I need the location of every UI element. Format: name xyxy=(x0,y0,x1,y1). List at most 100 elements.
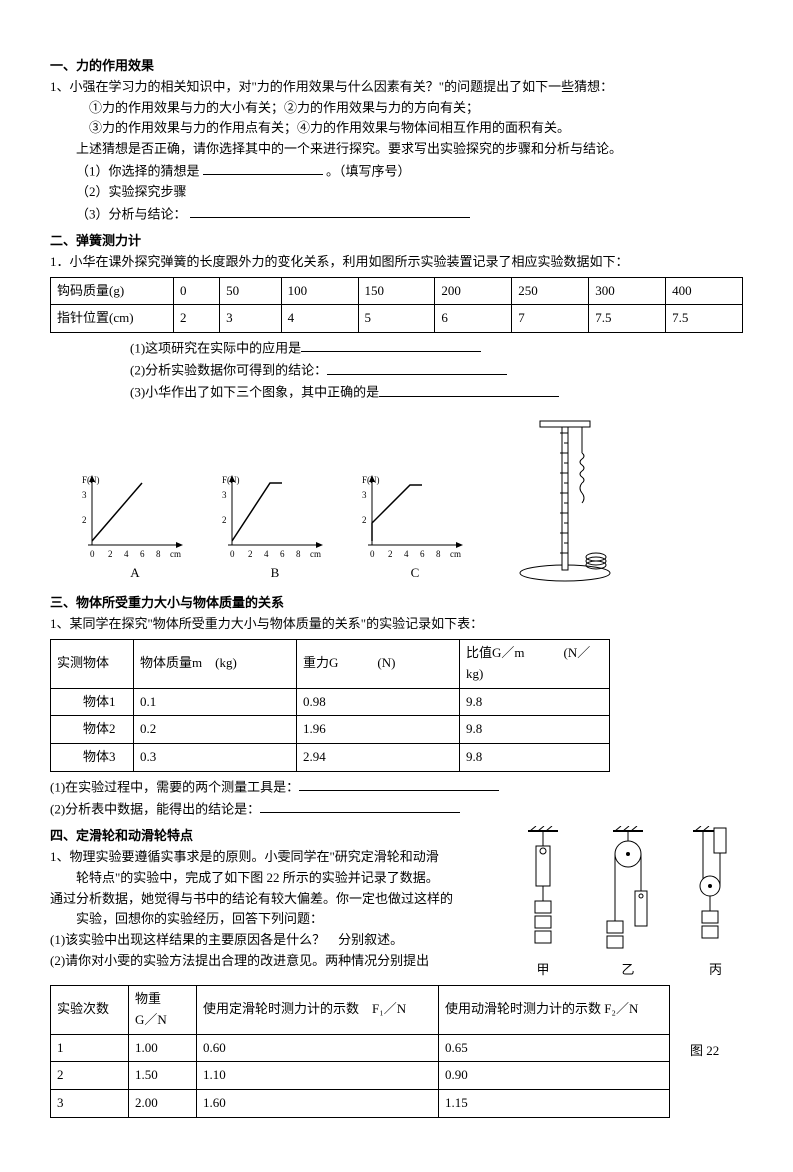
pulley-b-icon xyxy=(598,826,658,956)
table-row: 11.000.600.65 xyxy=(51,1034,670,1062)
chart-b-label: B xyxy=(220,563,330,584)
s2-p2-text: (2)分析实验数据你可得到的结论： xyxy=(130,363,327,378)
table-row: 物体20.21.969.8 xyxy=(51,716,610,744)
m-cell: 0.3 xyxy=(134,744,297,772)
pos-cell: 7 xyxy=(512,305,589,333)
s4-heading: 四、定滑轮和动滑轮特点 xyxy=(50,826,508,847)
mass-cell: 50 xyxy=(220,277,282,305)
blank-guess[interactable] xyxy=(203,160,323,175)
h2: 物体质量m (kg) xyxy=(134,640,297,689)
n-cell: 2 xyxy=(51,1062,129,1090)
pos-cell: 6 xyxy=(435,305,512,333)
table-row: 32.001.601.15 xyxy=(51,1090,670,1118)
s1-heading: 一、力的作用效果 xyxy=(50,56,743,77)
s1-p1a: （1）你选择的猜想是 xyxy=(76,163,200,178)
table-row: 指针位置(cm) 2 3 4 5 6 7 7.5 7.5 xyxy=(51,305,743,333)
pulley-c-label: 丙 xyxy=(688,960,743,981)
xtick: 4 xyxy=(404,549,409,559)
section-2: 二、弹簧测力计 1．小华在课外探究弹簧的长度跟外力的变化关系，利用如图所示实验装… xyxy=(50,231,743,583)
xtick: 6 xyxy=(280,549,285,559)
fig22-caption: 图 22 xyxy=(690,1041,719,1062)
table-row: 实测物体 物体质量m (kg) 重力G (N) 比值G／m (N／kg) xyxy=(51,640,610,689)
xtick: 2 xyxy=(248,549,253,559)
blank-correct-graph[interactable] xyxy=(379,381,559,396)
blank-conclusion[interactable] xyxy=(190,203,470,218)
charts-row: F(N) 3 2 0 2 4 6 8 cm A F(N) 3 2 xyxy=(80,413,743,583)
pos-cell: 2 xyxy=(174,305,220,333)
s4-l2: 通过分析数据，她觉得与书中的结论有较大偏差。你一定也做过这样的 xyxy=(50,889,508,910)
r-cell: 9.8 xyxy=(460,688,610,716)
ytick: 2 xyxy=(82,515,87,525)
r-cell: 9.8 xyxy=(460,716,610,744)
g-cell: 2.00 xyxy=(129,1090,197,1118)
h3: 使用定滑轮时测力计的示数 F₁／N xyxy=(197,986,439,1035)
g-cell: 1.96 xyxy=(297,716,460,744)
pos-cell: 4 xyxy=(281,305,358,333)
mass-cell: 200 xyxy=(435,277,512,305)
chart-c: F(N) 3 2 0 2 4 6 8 cm C xyxy=(360,473,470,584)
ytick: 3 xyxy=(82,490,87,500)
xtick: 6 xyxy=(140,549,145,559)
m-cell: 0.1 xyxy=(134,688,297,716)
s3-intro: 1、某同学在探究"物体所受重力大小与物体质量的关系"的实验记录如下表： xyxy=(50,614,743,635)
s2-p3-text: (3)小华作出了如下三个图象，其中正确的是 xyxy=(130,385,379,400)
s2-p2: (2)分析实验数据你可得到的结论： xyxy=(130,359,743,381)
h4: 使用动滑轮时测力计的示数 F₂／N xyxy=(438,986,669,1035)
mass-cell: 400 xyxy=(666,277,743,305)
s4-l1b: 轮特点"的实验中，完成了如下图 22 所示的实验并记录了数据。 xyxy=(76,868,508,889)
table-row: 物体10.10.989.8 xyxy=(51,688,610,716)
mass-cell: 250 xyxy=(512,277,589,305)
spring-table: 钩码质量(g) 0 50 100 150 200 250 300 400 指针位… xyxy=(50,277,743,334)
blank-conclusion3[interactable] xyxy=(260,798,460,813)
mass-cell: 100 xyxy=(281,277,358,305)
pulley-c: 丙 xyxy=(688,826,743,981)
f1-cell: 1.60 xyxy=(197,1090,439,1118)
chart-a-label: A xyxy=(80,563,190,584)
s2-p1-text: (1)这项研究在实际中的应用是 xyxy=(130,340,301,355)
f1-cell: 0.60 xyxy=(197,1034,439,1062)
xtick: 4 xyxy=(264,549,269,559)
xlab: cm xyxy=(450,549,461,559)
obj-cell: 物体1 xyxy=(51,688,134,716)
h4: 比值G／m (N／kg) xyxy=(460,640,610,689)
s4-p2: (2)请你对小雯的实验方法提出合理的改进意见。两种情况分别提出 xyxy=(50,951,508,972)
section-1: 一、力的作用效果 1、小强在学习力的相关知识中，对"力的作用效果与什么因素有关？… xyxy=(50,56,743,225)
m-cell: 0.2 xyxy=(134,716,297,744)
f2-cell: 0.90 xyxy=(438,1062,669,1090)
xtick: 8 xyxy=(156,549,161,559)
xtick: 8 xyxy=(436,549,441,559)
ytick: 3 xyxy=(222,490,227,500)
gravity-table: 实测物体 物体质量m (kg) 重力G (N) 比值G／m (N／kg) 物体1… xyxy=(50,639,610,772)
s1-p1b: 。（填写序号） xyxy=(326,163,411,178)
blank-tools[interactable] xyxy=(299,776,499,791)
xtick: 2 xyxy=(108,549,113,559)
s3-p2: (2)分析表中数据，能得出的结论是： xyxy=(50,798,743,820)
blank-application[interactable] xyxy=(301,337,481,352)
pulley-a-icon xyxy=(518,826,568,956)
s3-heading: 三、物体所受重力大小与物体质量的关系 xyxy=(50,593,743,614)
pulley-c-icon xyxy=(688,826,743,956)
xtick: 4 xyxy=(124,549,129,559)
g-cell: 2.94 xyxy=(297,744,460,772)
table-row: 物体30.32.949.8 xyxy=(51,744,610,772)
f2-cell: 0.65 xyxy=(438,1034,669,1062)
xlab: cm xyxy=(170,549,181,559)
g-cell: 1.00 xyxy=(129,1034,197,1062)
s2-heading: 二、弹簧测力计 xyxy=(50,231,743,252)
s1-guess34: ③力的作用效果与力的作用点有关；④力的作用效果与物体间相互作用的面积有关。 xyxy=(89,118,743,139)
s1-part2: （2）实验探究步骤 xyxy=(76,182,743,203)
section-3: 三、物体所受重力大小与物体质量的关系 1、某同学在探究"物体所受重力大小与物体质… xyxy=(50,593,743,820)
pulley-a: 甲 xyxy=(518,826,568,981)
blank-conclusion2[interactable] xyxy=(327,359,507,374)
r-cell: 9.8 xyxy=(460,744,610,772)
f2-cell: 1.15 xyxy=(438,1090,669,1118)
obj-cell: 物体2 xyxy=(51,716,134,744)
s1-q1: 1、小强在学习力的相关知识中，对"力的作用效果与什么因素有关？"的问题提出了如下… xyxy=(50,77,743,98)
s1-instr: 上述猜想是否正确，请你选择其中的一个来进行探究。要求写出实验探究的步骤和分析与结… xyxy=(76,139,743,160)
pos-label: 指针位置(cm) xyxy=(51,305,174,333)
s4-p1: (1)该实验中出现这样结果的主要原因各是什么？ 分别叙述。 xyxy=(50,930,508,951)
table-row: 钩码质量(g) 0 50 100 150 200 250 300 400 xyxy=(51,277,743,305)
s2-p3: (3)小华作出了如下三个图象，其中正确的是 xyxy=(130,381,743,403)
g-cell: 1.50 xyxy=(129,1062,197,1090)
g-cell: 0.98 xyxy=(297,688,460,716)
